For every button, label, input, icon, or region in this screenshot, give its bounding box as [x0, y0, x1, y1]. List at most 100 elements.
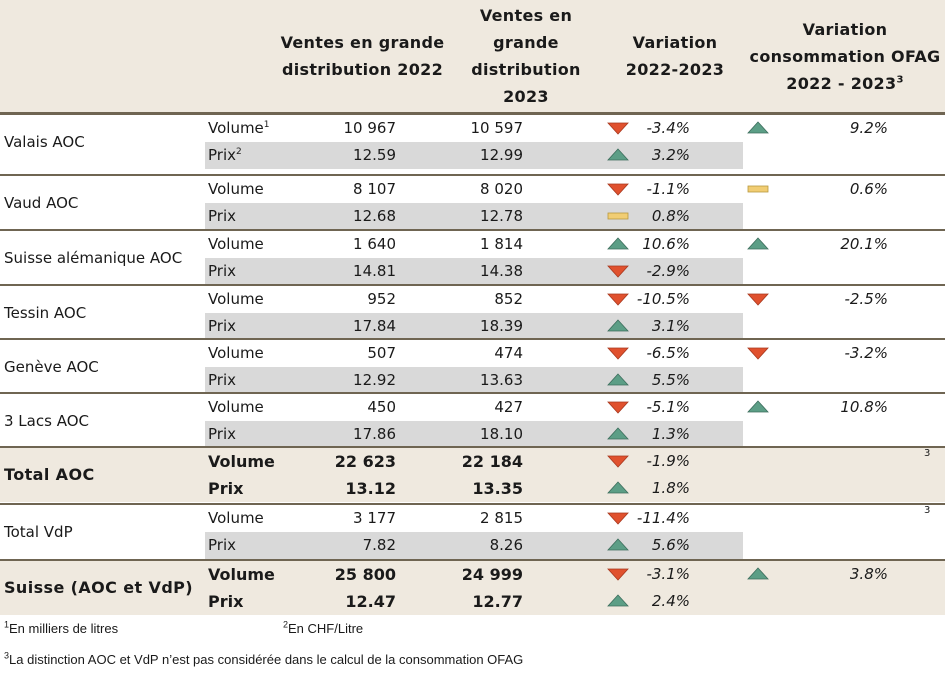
volume-label-text: Volume: [208, 235, 264, 253]
volume-2023-value: 474: [494, 344, 523, 362]
row-separator: [0, 174, 945, 176]
volume-2022-value: 3 177: [353, 509, 396, 527]
prix-label-text: Prix: [208, 479, 244, 498]
down-triangle-icon: [607, 512, 629, 525]
volume-label: Volume: [208, 180, 264, 198]
ofag-variation: -2.5%: [844, 290, 888, 308]
prix-2022-value: 12.68: [353, 207, 396, 225]
volume-label-text: Volume: [208, 344, 264, 362]
prix-2023-value: 13.63: [480, 371, 523, 389]
prix-label-text: Prix: [208, 262, 236, 280]
volume-label: Volume1: [208, 119, 270, 137]
prix-label: Prix: [208, 371, 236, 389]
prix-label-text: Prix: [208, 371, 236, 389]
prix-label-text: Prix: [208, 536, 236, 554]
up-triangle-icon: [747, 567, 769, 580]
price-row-band: [205, 367, 743, 394]
up-triangle-icon: [747, 400, 769, 413]
volume-variation: -1.9%: [646, 452, 690, 470]
volume-variation: -5.1%: [646, 398, 690, 416]
header-sales-2022: Ventes en grande distribution 2022: [280, 33, 445, 79]
row-separator: [0, 284, 945, 286]
prix-variation: 3.1%: [651, 317, 690, 335]
ofag-variation: -3.2%: [844, 344, 888, 362]
prix-variation: 3.2%: [651, 146, 690, 164]
prix-variation: 1.3%: [651, 425, 690, 443]
volume-label-text: Volume: [208, 290, 264, 308]
header-ofag-text: Variation consommation OFAG 2022 - 2023: [749, 19, 941, 93]
prix-2023-value: 12.77: [472, 592, 523, 611]
region-name: Total VdP: [4, 523, 73, 541]
prix-2023-value: 18.39: [480, 317, 523, 335]
down-triangle-icon: [747, 347, 769, 360]
volume-2023-value: 22 184: [461, 452, 523, 471]
prix-2022-value: 12.59: [353, 146, 396, 164]
down-triangle-icon: [607, 455, 629, 468]
total-row-background: [0, 448, 945, 502]
volume-label: Volume: [208, 344, 264, 362]
prix-label: Prix: [208, 592, 243, 611]
down-triangle-icon: [607, 293, 629, 306]
prix-label-text: Prix: [208, 317, 236, 335]
volume-2022-value: 507: [367, 344, 396, 362]
ofag-footnote-mark: 3: [924, 505, 931, 516]
volume-2023-value: 2 815: [480, 509, 523, 527]
up-triangle-icon: [607, 148, 629, 161]
table-row: Valais AOC Volume1 10 967 10 597 -3.4% Prix2 1…: [0, 115, 945, 169]
footnote-2: 2En CHF/Litre: [283, 619, 363, 636]
volume-2023-value: 427: [494, 398, 523, 416]
prix-variation: 5.6%: [651, 536, 690, 554]
up-triangle-icon: [607, 319, 629, 332]
volume-2022-value: 10 967: [343, 119, 397, 137]
row-separator: [0, 113, 945, 115]
total-row-background: [0, 561, 945, 615]
up-triangle-icon: [607, 538, 629, 551]
footnote-2-mark: 2: [283, 619, 289, 630]
price-row-band: [205, 421, 743, 448]
footnote-1: 1En milliers de litres: [4, 620, 119, 636]
ofag-variation: 0.6%: [849, 180, 888, 198]
row-separator: [0, 338, 945, 340]
region-name: 3 Lacs AOC: [4, 412, 89, 430]
price-row-band: [205, 142, 743, 169]
row-separator: [0, 392, 945, 394]
ofag-variation: 20.1%: [840, 235, 888, 253]
prix-label-text: Prix: [208, 425, 236, 443]
down-triangle-icon: [607, 568, 629, 581]
volume-variation: -1.1%: [646, 180, 690, 198]
prix-2022-value: 12.47: [345, 592, 396, 611]
volume-variation: -6.5%: [646, 344, 690, 362]
prix-2023-value: 18.10: [480, 425, 523, 443]
prix-2023-value: 13.35: [472, 479, 523, 498]
volume-2023-value: 852: [494, 290, 523, 308]
prix-label: Prix: [208, 207, 236, 225]
footnote-1-text: En milliers de litres: [9, 621, 119, 636]
prix-label-text: Prix: [208, 207, 236, 225]
prix-2023-value: 14.38: [480, 262, 523, 280]
volume-variation: -11.4%: [636, 509, 690, 527]
table-row: Genève AOC Volume 507 474 -6.5% Prix 12.92 13.6…: [0, 340, 945, 394]
row-separator: [0, 229, 945, 231]
prix-label: Prix: [208, 262, 236, 280]
footnote-3: 3La distinction AOC et VdP n’est pas con…: [4, 651, 523, 667]
region-name: Genève AOC: [4, 358, 99, 376]
volume-variation: -3.1%: [646, 565, 690, 583]
prix-label: Prix2: [208, 146, 242, 164]
prix-label: Prix: [208, 479, 243, 498]
down-triangle-icon: [607, 401, 629, 414]
table-row: Tessin AOC Volume 952 852 -10.5% Prix 17.84 18.…: [0, 286, 945, 340]
row-separator: [0, 559, 945, 561]
down-triangle-icon: [607, 347, 629, 360]
down-triangle-icon: [607, 183, 629, 196]
ofag-variation: 9.2%: [849, 119, 888, 137]
volume-label-text: Volume: [208, 398, 264, 416]
header-ofag-footnote: 3: [896, 74, 904, 86]
volume-label: Volume: [208, 509, 264, 527]
volume-label: Volume: [208, 235, 264, 253]
row-separator: [0, 446, 945, 448]
price-row-band: [205, 203, 743, 230]
volume-2022-value: 8 107: [353, 180, 396, 198]
volume-variation: 10.6%: [642, 235, 690, 253]
table-row: 3 Lacs AOC Volume 450 427 -5.1% Prix 17.86 18.1…: [0, 394, 945, 448]
